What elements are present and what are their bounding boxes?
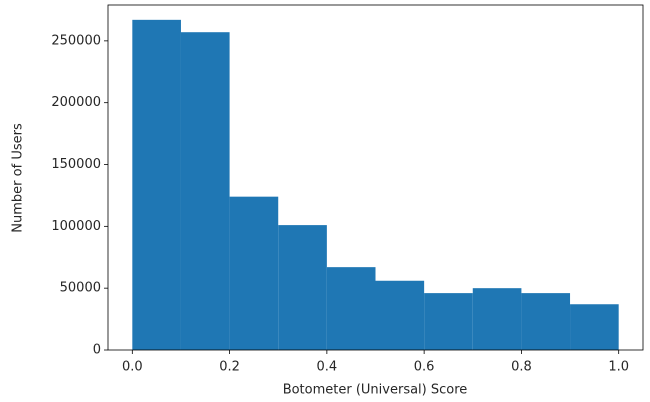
- y-tick-label: 200000: [51, 95, 101, 110]
- x-axis-label: Botometer (Universal) Score: [283, 383, 468, 398]
- bar: [229, 196, 279, 350]
- bar: [278, 225, 327, 350]
- x-tick-label: 1.0: [608, 360, 629, 375]
- bar: [375, 280, 425, 350]
- bar: [180, 32, 230, 351]
- y-axis-label: Number of Users: [11, 123, 26, 233]
- y-tick-label: 250000: [51, 33, 101, 48]
- x-tick-label: 0.0: [122, 360, 143, 375]
- bar: [132, 19, 181, 350]
- y-tick-label: 150000: [51, 157, 101, 172]
- y-tick-label: 0: [93, 343, 101, 358]
- bar: [570, 304, 619, 350]
- x-tick-label: 0.2: [219, 360, 240, 375]
- plot-frame: [107, 4, 644, 351]
- y-tick-label: 50000: [60, 281, 101, 296]
- x-tick-label: 0.6: [414, 360, 435, 375]
- bar: [521, 293, 571, 350]
- bar: [472, 288, 522, 350]
- x-tick-label: 0.8: [511, 360, 532, 375]
- x-tick-label: 0.4: [317, 360, 338, 375]
- y-tick-label: 100000: [51, 219, 101, 234]
- bar: [326, 267, 376, 350]
- bar: [424, 293, 473, 350]
